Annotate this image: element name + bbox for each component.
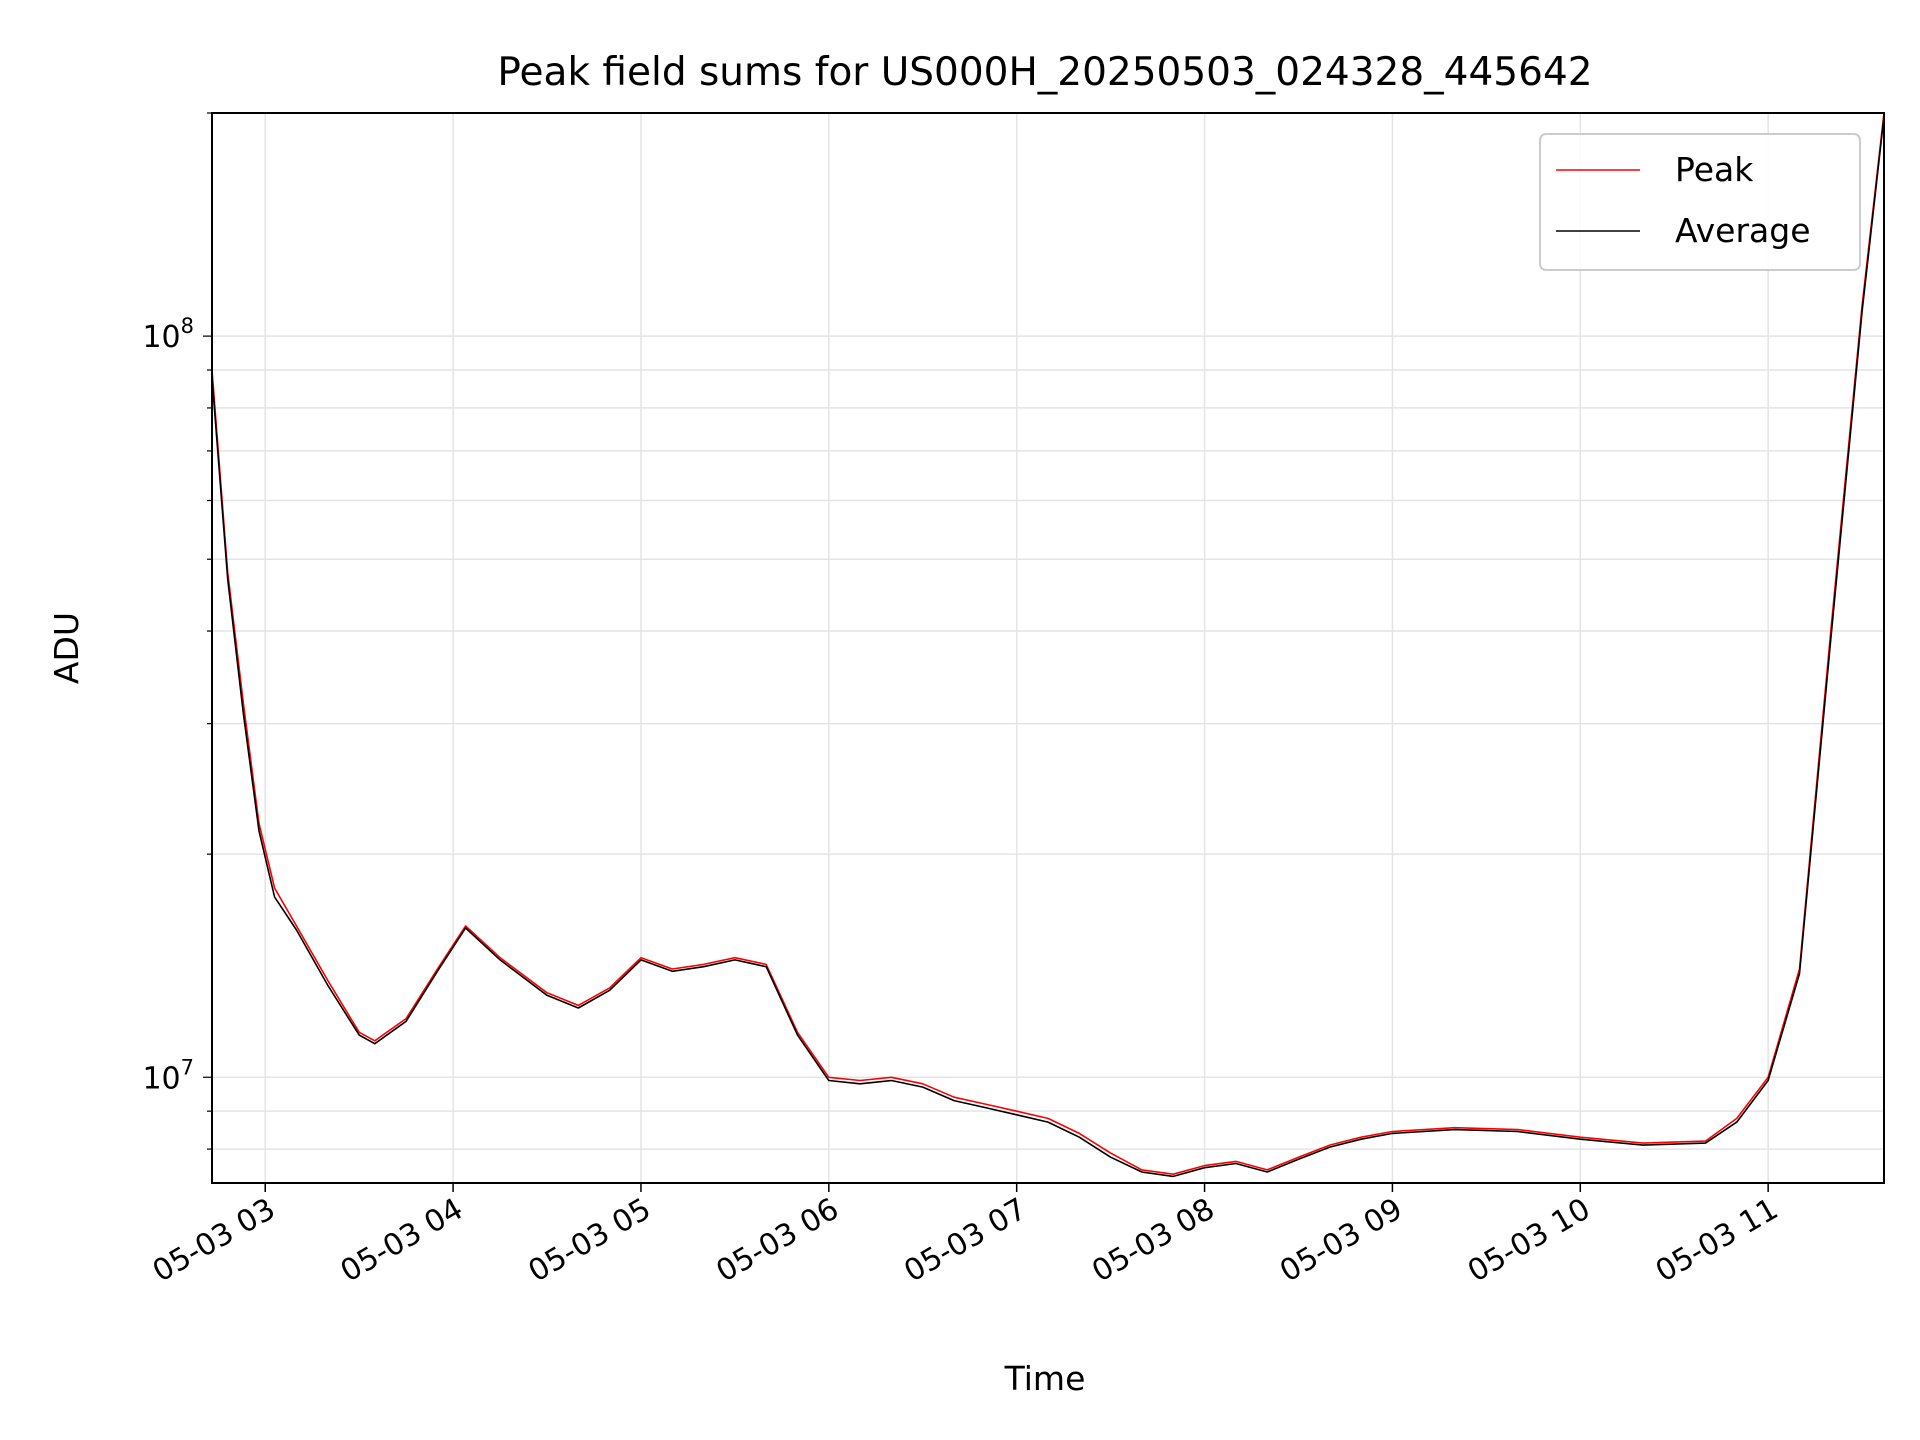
legend: Peak Average [1539,133,1861,271]
series-line-average [211,116,1885,1178]
x-axis-label: Time [1004,1359,1086,1398]
chart-title: Peak field sums for US000H_20250503_0243… [497,50,1592,95]
y-tick-exponent: 7 [181,1055,194,1079]
series-line-peak [211,112,1885,1175]
legend-label-peak: Peak [1675,150,1754,189]
legend-box [1539,133,1861,271]
legend-label-average: Average [1675,211,1811,250]
y-tick-base: 10 [142,320,180,355]
y-tick-label: 107 [142,1055,194,1096]
y-axis-label: ADU [47,612,86,684]
y-tick-exponent: 8 [181,314,194,338]
y-tick-label: 108 [142,314,194,355]
series-group [211,112,1885,1178]
y-tick-base: 10 [142,1061,180,1096]
plot-frame [211,112,1885,1184]
